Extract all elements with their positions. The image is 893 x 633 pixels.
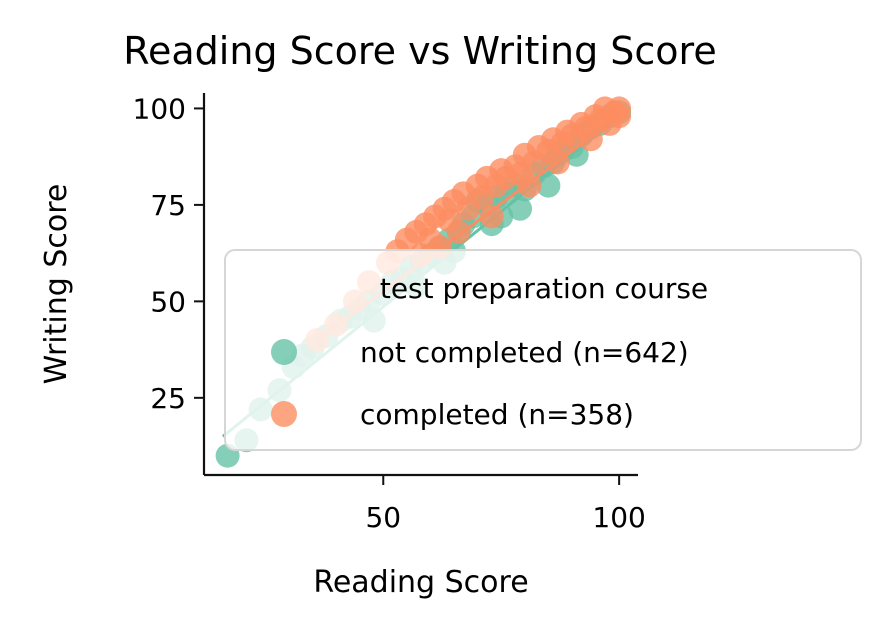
y-tick-label: 100 [133, 92, 186, 125]
legend-marker-completed [271, 401, 297, 427]
legend: test preparation course not completed (n… [224, 249, 862, 451]
legend-label-not-completed: not completed (n=642) [360, 336, 689, 369]
x-tick-label: 50 [365, 501, 401, 534]
x-axis-label: Reading Score [313, 565, 528, 600]
x-ticks: 50 100 [365, 475, 646, 534]
x-tick-label: 100 [592, 501, 645, 534]
chart-title: Reading Score vs Writing Score [123, 29, 716, 73]
legend-title: test preparation course [380, 272, 708, 305]
legend-label-completed: completed (n=358) [360, 398, 634, 431]
legend-marker-not-completed [271, 339, 297, 365]
y-tick-label: 50 [150, 285, 186, 318]
y-ticks: 25 50 75 100 [133, 92, 204, 415]
legend-box [224, 249, 862, 451]
axes [202, 93, 638, 477]
y-tick-label: 75 [150, 189, 186, 222]
data-point [479, 204, 504, 229]
y-tick-label: 25 [150, 382, 186, 415]
series-1 [305, 96, 632, 352]
y-axis-label: Writing Score [39, 184, 74, 385]
